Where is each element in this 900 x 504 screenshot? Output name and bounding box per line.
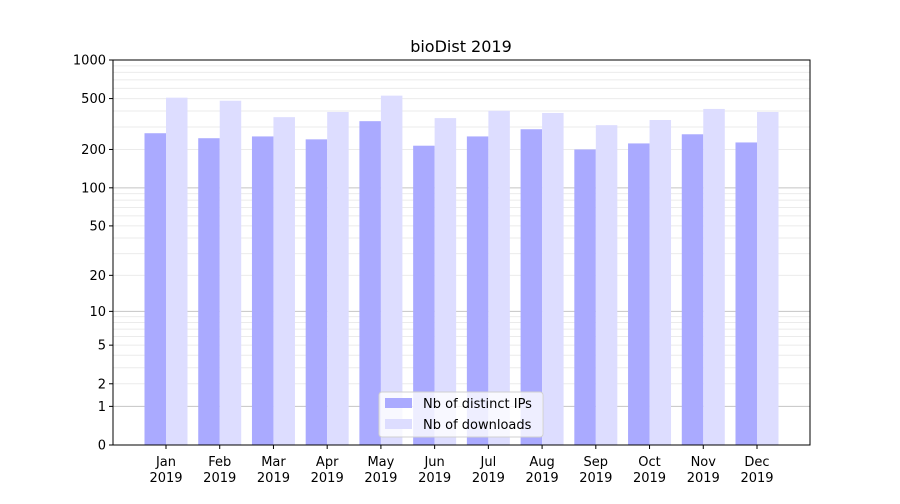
y-axis: 0 1 2 5 10 20 50 100 200 500 1000 [73, 54, 113, 454]
x-tick-label: 2019 [257, 471, 290, 486]
x-tick-label: Sep [584, 455, 609, 470]
x-tick-label: 2019 [418, 471, 451, 486]
bar-distinct-ips: Nb of distinct IPs: 333 [359, 121, 381, 445]
y-tick-label: 0 [98, 439, 106, 454]
x-axis: Jan2019Feb2019Mar2019Apr2019May2019Jun20… [149, 445, 774, 486]
chart-title: bioDist 2019 [410, 37, 512, 56]
x-tick-label: 2019 [740, 471, 773, 486]
bar-downloads: Nb of downloads: 340 [649, 120, 672, 446]
legend-label: Nb of distinct IPs [423, 397, 532, 412]
bar-distinct-ips: Nb of distinct IPs: 253 [251, 136, 274, 445]
y-tick-label: 2 [98, 377, 106, 392]
legend-box [378, 391, 544, 438]
bar-distinct-ips: Nb of distinct IPs: 268 [144, 133, 166, 445]
x-tick-label: Jul [480, 455, 497, 470]
bar-distinct-ips: Nb of distinct IPs: 240 [305, 139, 328, 445]
bar-distinct-ips: Nb of distinct IPs: 288 [520, 129, 543, 445]
y-tick-label: 500 [81, 92, 106, 107]
bar-distinct-ips: Nb of distinct IPs: 245 [198, 138, 220, 446]
x-tick-label: May [367, 455, 394, 470]
legend-swatch [385, 398, 412, 408]
bar-downloads: Nb of downloads: 527 [380, 95, 403, 445]
y-tick-label: 1 [98, 400, 106, 415]
y-tick-label: 10 [89, 305, 106, 320]
x-tick-label: Oct [638, 455, 660, 470]
y-tick-label: 100 [81, 181, 106, 196]
legend-label: Nb of downloads [423, 418, 532, 433]
bar-distinct-ips: Nb of distinct IPs: 227 [735, 142, 757, 445]
bars: Nb of distinct IPs: 268Nb of downloads: … [144, 95, 779, 446]
x-tick-label: Apr [316, 455, 339, 470]
bar-downloads: Nb of downloads: 481 [219, 100, 242, 446]
bar-downloads: Nb of downloads: 508 [166, 97, 188, 445]
bar-distinct-ips: Nb of distinct IPs: 200 [574, 149, 596, 445]
plot-frame [112, 59, 811, 446]
bar-downloads: Nb of downloads: 310 [595, 125, 618, 445]
legend: Nb of distinct IPs Nb of downloads [378, 391, 544, 438]
legend-swatch [385, 419, 412, 429]
y-tick-label: 1000 [73, 54, 106, 69]
bar-downloads: Nb of downloads: 401 [488, 110, 510, 445]
y-tick-label: 50 [89, 219, 106, 234]
y-tick-label: 5 [98, 339, 106, 354]
x-tick-label: 2019 [472, 471, 505, 486]
y-tick-label: 20 [89, 269, 106, 284]
x-tick-label: Jun [423, 455, 444, 470]
x-tick-label: Jan [155, 455, 176, 470]
x-tick-label: 2019 [579, 471, 612, 486]
bar-downloads: Nb of downloads: 393 [757, 111, 779, 445]
bar-distinct-ips: Nb of distinct IPs: 263 [681, 134, 704, 445]
bar-distinct-ips: Nb of distinct IPs: 253 [466, 136, 489, 445]
x-tick-label: 2019 [364, 471, 397, 486]
y-tick-label: 200 [81, 143, 106, 158]
bar-downloads: Nb of downloads: 386 [542, 112, 564, 446]
x-tick-label: Feb [208, 455, 231, 470]
bar-downloads: Nb of downloads: 393 [327, 111, 349, 445]
x-tick-label: 2019 [633, 471, 666, 486]
bar-distinct-ips: Nb of distinct IPs: 214 [413, 145, 435, 446]
x-tick-label: 2019 [311, 471, 344, 486]
bar-downloads: Nb of downloads: 415 [703, 108, 725, 446]
x-tick-label: 2019 [149, 471, 182, 486]
x-tick-label: Aug [529, 455, 554, 470]
bar-downloads: Nb of downloads: 352 [434, 118, 457, 445]
bar-distinct-ips: Nb of distinct IPs: 223 [628, 143, 650, 445]
x-tick-label: Mar [261, 455, 286, 470]
x-tick-label: 2019 [526, 471, 559, 486]
bar-downloads: Nb of downloads: 358 [273, 117, 295, 446]
x-tick-label: 2019 [203, 471, 236, 486]
x-tick-label: Nov [691, 455, 717, 470]
x-tick-label: 2019 [687, 471, 720, 486]
x-tick-label: Dec [744, 455, 769, 470]
